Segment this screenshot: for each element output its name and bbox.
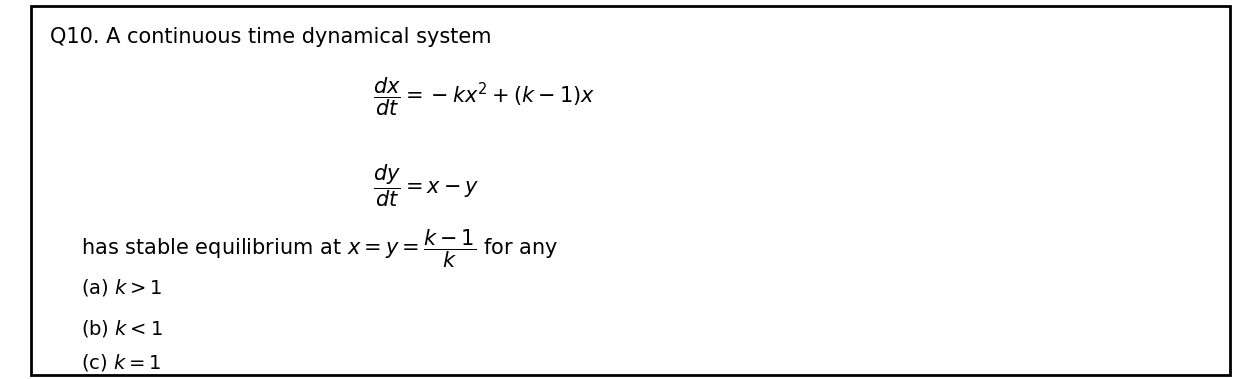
Text: $\dfrac{dx}{dt} = -kx^2 + (k - 1)x$: $\dfrac{dx}{dt} = -kx^2 + (k - 1)x$: [373, 76, 595, 118]
Text: Q10. A continuous time dynamical system: Q10. A continuous time dynamical system: [50, 27, 491, 47]
Text: $\dfrac{dy}{dt} = x - y$: $\dfrac{dy}{dt} = x - y$: [373, 163, 479, 210]
Text: (c) $k = 1$: (c) $k = 1$: [81, 352, 160, 373]
Text: (b) $k < 1$: (b) $k < 1$: [81, 318, 163, 339]
Text: has stable equilibrium at $x = y = \dfrac{k-1}{k}$ for any: has stable equilibrium at $x = y = \dfra…: [81, 227, 558, 270]
Text: (a) $k > 1$: (a) $k > 1$: [81, 277, 161, 298]
